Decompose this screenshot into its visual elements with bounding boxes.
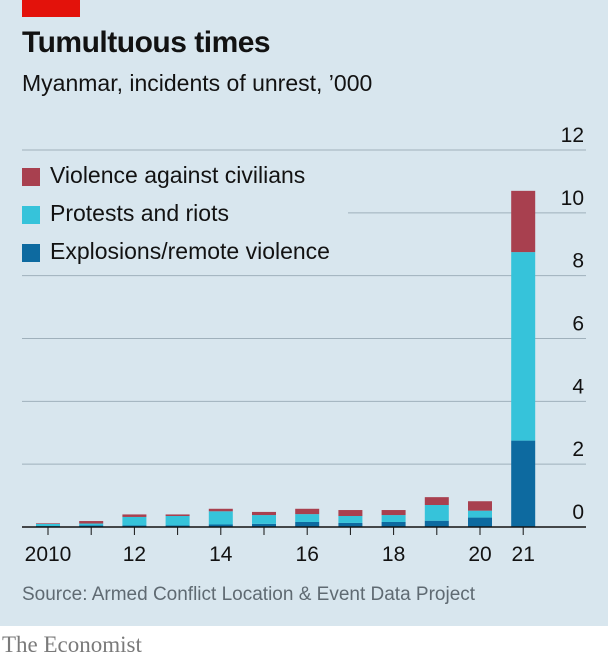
bar-2018-protests-and-riots bbox=[381, 515, 406, 522]
chart-subtitle: Myanmar, incidents of unrest, ’000 bbox=[22, 70, 373, 96]
bar-2017-explosions-remote-violence bbox=[338, 522, 363, 527]
bar-2020-protests-and-riots bbox=[468, 510, 492, 518]
legend-swatch-protests bbox=[22, 206, 40, 224]
bar-2014-protests-and-riots bbox=[208, 511, 233, 525]
y-tick-label-4: 4 bbox=[572, 375, 584, 398]
bar-2011-violence-against-civilians bbox=[79, 521, 104, 524]
bar-2011-protests-and-riots bbox=[79, 523, 104, 526]
x-tick-label-2010: 2010 bbox=[25, 543, 72, 566]
legend-swatch-explosions bbox=[22, 244, 40, 262]
bar-2013-protests-and-riots bbox=[165, 516, 190, 526]
bar-2020-explosions-remote-violence bbox=[468, 517, 492, 527]
x-tick-label-2014: 14 bbox=[209, 543, 233, 566]
legend-label-violence: Violence against civilians bbox=[50, 162, 306, 188]
bar-2010-protests-and-riots bbox=[36, 523, 60, 527]
bar-2019-violence-against-civilians bbox=[424, 497, 449, 506]
legend-swatch-violence bbox=[22, 168, 40, 186]
y-tick-label-8: 8 bbox=[572, 250, 584, 273]
economist-logo: The Economist bbox=[2, 632, 142, 657]
legend-label-protests: Protests and riots bbox=[50, 200, 229, 226]
bar-2019-protests-and-riots bbox=[424, 505, 449, 521]
bar-2014-violence-against-civilians bbox=[208, 508, 233, 512]
bar-2017-violence-against-civilians bbox=[338, 510, 363, 517]
x-tick-label-2016: 16 bbox=[296, 543, 319, 566]
bar-2021-protests-and-riots bbox=[511, 252, 536, 441]
x-tick-label-2018: 18 bbox=[382, 543, 405, 566]
y-tick-label-2: 2 bbox=[572, 438, 584, 461]
bar-2021-violence-against-civilians bbox=[511, 190, 536, 253]
stacked-bar-chart: 0 2 4 6 8 10 12 2010 12 14 16 18 20 21 bbox=[22, 124, 586, 566]
bar-2011-explosions-remote-violence bbox=[79, 525, 104, 527]
bar-2012-explosions-remote-violence bbox=[122, 525, 147, 527]
x-tick-label-2012: 12 bbox=[123, 543, 146, 566]
chart-title: Tumultuous times bbox=[22, 26, 271, 59]
y-tick-label-12: 12 bbox=[561, 124, 584, 147]
y-tick-label-6: 6 bbox=[572, 313, 584, 336]
bar-2017-protests-and-riots bbox=[338, 516, 363, 523]
bar-2020-violence-against-civilians bbox=[468, 501, 492, 511]
bar-2019-explosions-remote-violence bbox=[424, 520, 449, 527]
bar-2015-violence-against-civilians bbox=[252, 511, 276, 516]
bar-2016-protests-and-riots bbox=[295, 514, 320, 522]
bar-2018-violence-against-civilians bbox=[381, 510, 406, 516]
y-tick-label-10: 10 bbox=[561, 187, 584, 210]
x-tick-label-2021: 21 bbox=[512, 543, 535, 566]
source-note: Source: Armed Conflict Location & Event … bbox=[22, 584, 476, 605]
bar-2012-protests-and-riots bbox=[122, 516, 147, 526]
bar-2015-protests-and-riots bbox=[252, 515, 276, 524]
y-tick-label-0: 0 bbox=[572, 501, 584, 524]
bar-2018-explosions-remote-violence bbox=[381, 521, 406, 527]
bar-2012-violence-against-civilians bbox=[122, 514, 147, 517]
bar-2015-explosions-remote-violence bbox=[252, 523, 276, 527]
bar-2016-violence-against-civilians bbox=[295, 508, 320, 515]
bar-2016-explosions-remote-violence bbox=[295, 521, 320, 527]
x-tick-label-2020: 20 bbox=[468, 543, 491, 566]
brand-red-tag bbox=[22, 0, 80, 17]
bar-2013-explosions-remote-violence bbox=[165, 525, 190, 527]
bar-2014-explosions-remote-violence bbox=[208, 524, 233, 527]
bar-2021-explosions-remote-violence bbox=[511, 440, 536, 527]
legend-label-explosions: Explosions/remote violence bbox=[50, 238, 330, 264]
bar-2013-violence-against-civilians bbox=[165, 514, 190, 517]
bar-2010-violence-against-civilians bbox=[36, 523, 60, 524]
